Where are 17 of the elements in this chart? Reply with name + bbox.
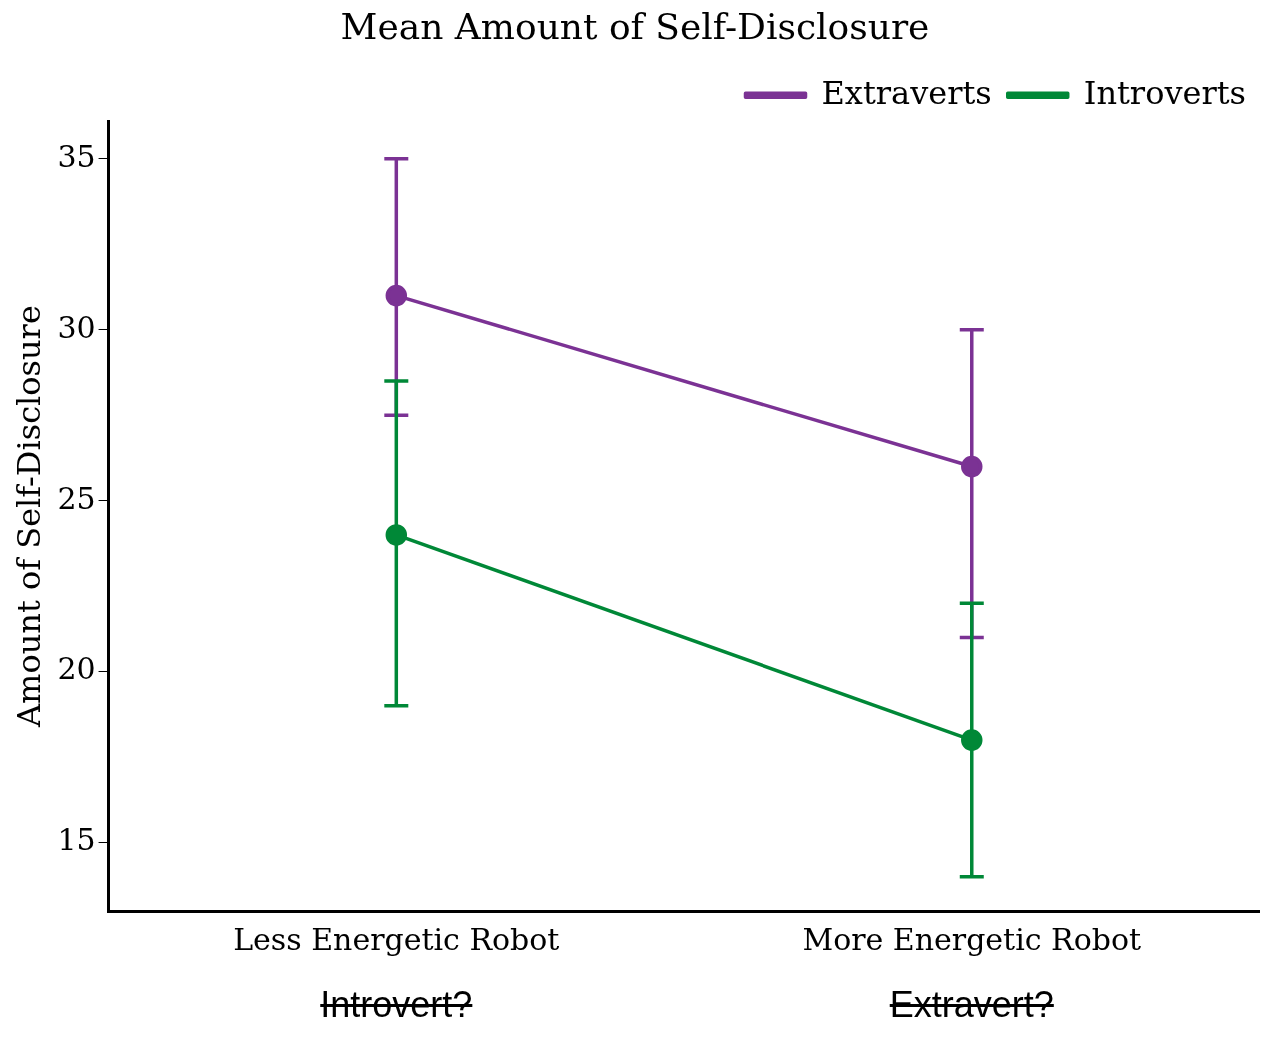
text: Introvert? bbox=[320, 983, 473, 1027]
y-axis-title: Amount of Self-Disclosure bbox=[9, 305, 48, 729]
point bbox=[385, 284, 408, 307]
x-tick-label: More Energetic Robot bbox=[802, 921, 1142, 957]
legend-label: Extraverts bbox=[821, 73, 992, 112]
y-tick-label: 25 bbox=[57, 480, 96, 516]
y-tick-label: 35 bbox=[57, 138, 96, 174]
text: Extravert? bbox=[889, 983, 1054, 1027]
legend-label: Introverts bbox=[1083, 73, 1246, 112]
y-tick-label: 15 bbox=[57, 822, 96, 858]
chart-title: Mean Amount of Self-Disclosure bbox=[340, 5, 930, 47]
point bbox=[961, 455, 983, 478]
y-tick-label: 20 bbox=[57, 651, 96, 687]
x-tick-label: Less Energetic Robot bbox=[233, 921, 560, 957]
point bbox=[961, 729, 983, 751]
y-tick-label: 30 bbox=[57, 309, 96, 345]
point bbox=[385, 524, 408, 546]
